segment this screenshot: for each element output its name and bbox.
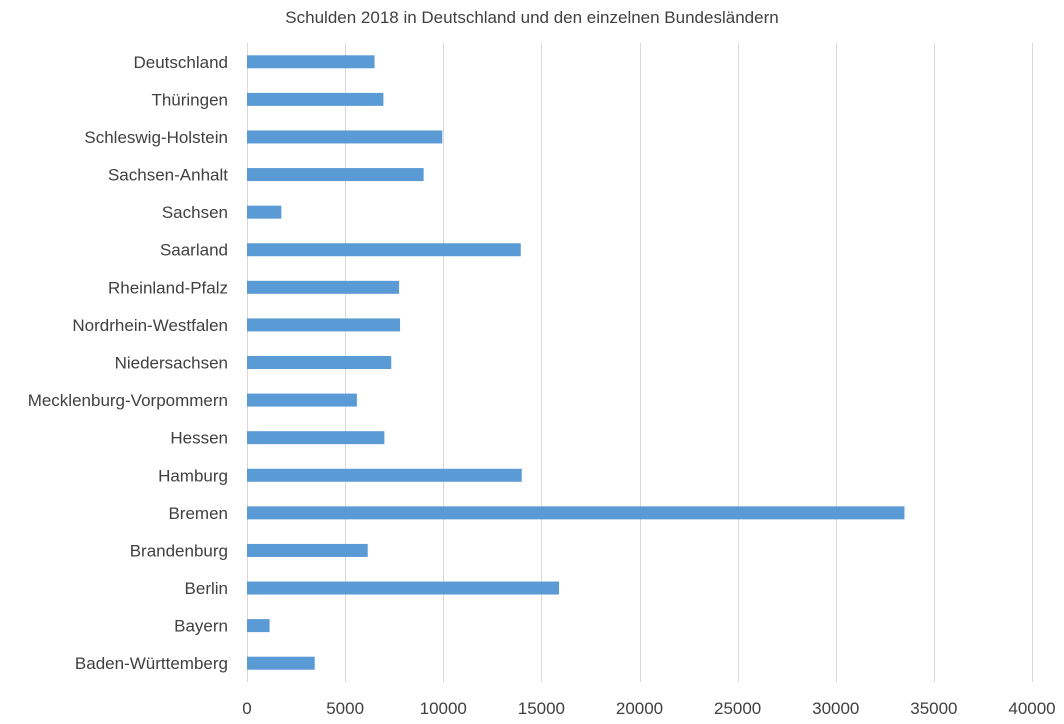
bar (247, 168, 424, 182)
gridlines (247, 43, 1033, 682)
category-label: Sachsen (162, 203, 228, 222)
bar (247, 205, 282, 219)
bar (247, 318, 401, 332)
x-tick-label: 35000 (910, 699, 957, 718)
category-label: Bayern (174, 617, 228, 636)
category-label: Niedersachsen (115, 354, 228, 373)
x-tick-label: 0 (242, 699, 251, 718)
category-label: Schleswig-Holstein (84, 128, 228, 147)
bar (247, 393, 357, 407)
bar (247, 243, 521, 257)
x-tick-label: 10000 (420, 699, 467, 718)
x-axis-tick-labels: 0 5000 10000 15000 20000 25000 30000 35000 40000 (242, 699, 1055, 718)
category-label: Saarland (160, 241, 228, 260)
bar (247, 619, 270, 633)
x-tick-label: 20000 (616, 699, 663, 718)
bar (247, 543, 368, 557)
bar (247, 431, 385, 445)
bar (247, 92, 384, 106)
bar (247, 506, 905, 520)
bars (247, 55, 905, 670)
category-label: Bremen (168, 504, 228, 523)
category-label: Thüringen (151, 90, 228, 109)
chart-title: Schulden 2018 in Deutschland und den ein… (285, 8, 778, 27)
bar (247, 581, 560, 595)
category-label: Hamburg (158, 466, 228, 485)
category-label: Sachsen-Anhalt (108, 166, 228, 185)
category-labels: Deutschland Thüringen Schleswig-Holstein Sa… (28, 53, 229, 673)
bar (247, 656, 315, 670)
x-tick-label: 25000 (714, 699, 761, 718)
category-label: Mecklenburg-Vorpommern (28, 391, 228, 410)
x-tick-label: 40000 (1008, 699, 1055, 718)
category-label: Deutschland (133, 53, 228, 72)
category-label: Berlin (185, 579, 228, 598)
bar (247, 280, 400, 294)
x-tick-label: 5000 (326, 699, 364, 718)
category-label: Brandenburg (130, 541, 228, 560)
category-label: Nordrhein-Westfalen (72, 316, 228, 335)
bar (247, 55, 375, 69)
category-label: Hessen (170, 429, 228, 448)
category-label: Rheinland-Pfalz (108, 278, 228, 297)
x-tick-label: 30000 (812, 699, 859, 718)
category-label: Baden-Württemberg (75, 654, 228, 673)
bar (247, 468, 522, 482)
x-tick-label: 15000 (518, 699, 565, 718)
bar (247, 356, 392, 369)
bar (247, 130, 443, 144)
